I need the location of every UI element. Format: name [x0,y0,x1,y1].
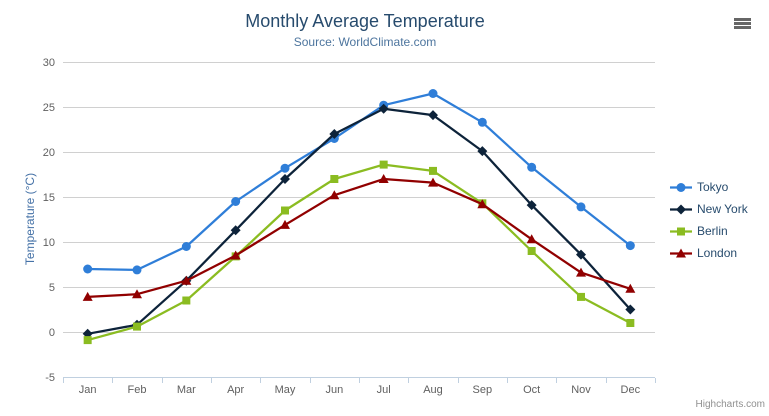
triangle-marker[interactable] [625,283,636,293]
circle-marker[interactable] [477,117,487,127]
y-axis-label: 0 [49,327,55,339]
triangle-marker[interactable] [428,177,438,187]
credits-link[interactable]: Highcharts.com [695,399,765,410]
series-line-london [86,177,632,299]
circle-marker[interactable] [83,264,93,274]
diamond-marker[interactable] [230,225,241,236]
legend-item-london[interactable]: London [670,242,748,264]
circle-marker[interactable] [181,242,191,251]
triangle-marker[interactable] [280,219,290,229]
diamond-marker [676,204,686,214]
legend-label: New York [697,202,748,216]
hamburger-menu-icon [734,18,751,21]
legend-symbol [670,227,692,235]
x-axis-label: Jan [79,384,97,396]
legend-symbol [670,248,692,257]
square-marker[interactable] [577,292,585,301]
chart-title: Monthly Average Temperature [245,11,485,31]
square-marker[interactable] [379,160,388,169]
diamond-marker[interactable] [526,200,537,211]
y-axis-label: -5 [45,372,55,384]
x-axis-label: Apr [227,384,244,396]
series-new-york [82,103,636,339]
diamond-marker[interactable] [576,249,586,260]
square-marker[interactable] [281,206,289,215]
chart-subtitle: Source: WorldClimate.com [293,35,437,49]
x-axis-label: Nov [571,384,591,396]
legend-label: Berlin [697,224,728,238]
circle-marker[interactable] [625,241,635,251]
x-axis-label: Mar [177,384,196,396]
diamond-marker[interactable] [329,129,340,139]
y-axis-title: Temperature (°C) [23,172,37,266]
triangle-marker[interactable] [329,190,340,200]
circle-marker[interactable] [576,202,586,212]
triangle-marker[interactable] [230,250,241,260]
square-marker[interactable] [429,166,437,175]
square-marker[interactable] [527,247,536,255]
triangle-marker [676,248,686,257]
square-marker [677,227,685,235]
triangle-marker[interactable] [82,291,93,301]
legend-symbol [670,182,692,192]
series-line-new-york [86,107,632,335]
square-marker[interactable] [182,296,191,305]
diamond-marker[interactable] [477,146,488,157]
diamond-marker[interactable] [428,110,438,121]
x-axis-label: Jul [377,384,391,396]
series-tokyo [83,89,635,275]
hamburger-menu-icon [734,26,751,29]
x-axis-label: Jun [325,384,343,396]
series-london [82,174,636,301]
circle-marker[interactable] [527,162,537,172]
triangle-marker[interactable] [378,174,389,183]
circle-marker[interactable] [132,265,142,275]
hamburger-menu-icon [734,22,751,25]
x-axis-label: Feb [128,384,147,396]
legend-item-new-york[interactable]: New York [670,198,748,220]
legend-label: London [697,246,738,260]
x-axis-label: Aug [423,384,443,396]
y-axis-label: 10 [43,237,55,249]
legend-item-berlin[interactable]: Berlin [670,220,748,242]
legend-symbol [670,204,692,214]
circle-marker [676,182,686,192]
triangle-marker[interactable] [477,199,488,209]
legend: Tokyo New York Berlin London [670,176,748,264]
triangle-marker[interactable] [526,234,537,244]
diamond-marker[interactable] [280,174,290,184]
diamond-marker[interactable] [378,103,389,114]
legend-label: Tokyo [697,180,729,194]
x-axis-label: Dec [621,384,641,396]
x-axis-label: May [275,384,296,396]
diamond-marker[interactable] [625,304,636,315]
y-axis-label: 5 [49,282,55,294]
y-axis-label: 20 [43,147,55,159]
square-marker[interactable] [330,175,339,183]
circle-marker[interactable] [231,197,241,206]
x-axis-label: Sep [473,384,493,396]
square-marker[interactable] [83,336,92,345]
circle-marker[interactable] [280,163,290,173]
y-axis-label: 25 [43,102,55,114]
series-line-berlin [86,163,632,342]
triangle-marker[interactable] [576,267,586,277]
y-axis-label: 15 [43,192,55,204]
square-marker[interactable] [133,322,141,331]
legend-item-tokyo[interactable]: Tokyo [670,176,748,198]
triangle-marker[interactable] [132,289,142,299]
square-marker[interactable] [626,319,635,327]
series-line-tokyo [86,92,632,272]
x-axis-label: Oct [523,384,540,396]
circle-marker[interactable] [428,89,438,98]
triangle-marker[interactable] [181,275,192,285]
y-axis-label: 30 [43,57,55,69]
export-menu-button[interactable] [729,13,756,34]
